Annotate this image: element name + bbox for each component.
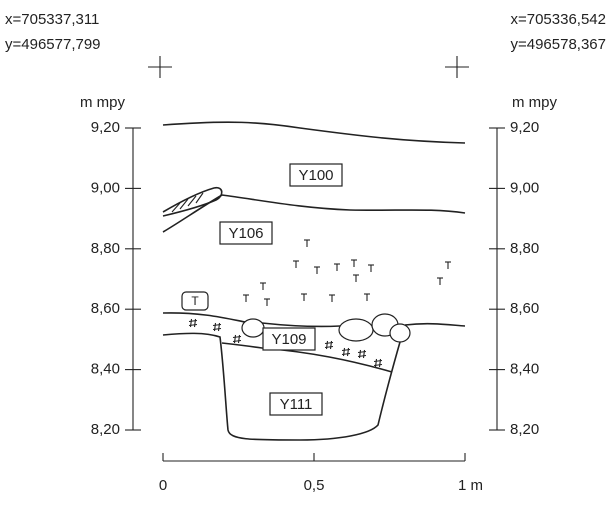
layer-box (219, 221, 273, 245)
pit-outline (162, 332, 401, 441)
layer-label: Y100 (298, 167, 333, 184)
tick-label: 8,80 (510, 240, 539, 257)
layer-line (162, 194, 466, 233)
layer-label: Y106 (228, 225, 263, 242)
tick-label: 8,20 (91, 421, 120, 438)
tick-label: 8,40 (510, 361, 539, 378)
right-unit: m mpy (512, 94, 558, 111)
tick-label: 8,40 (91, 361, 120, 378)
scale-bar (162, 453, 466, 462)
symbol-box (181, 291, 209, 311)
tick-label: 9,20 (91, 119, 120, 136)
layer-box (262, 327, 316, 351)
coord-left-x: x=705337,311 (5, 11, 99, 28)
tee-symbols (242, 239, 452, 307)
layer-box (289, 163, 343, 187)
scale-label: 1 m (458, 477, 483, 494)
tick-label: 8,60 (510, 300, 539, 317)
layer-label: Y111 (280, 396, 313, 413)
tick-label: 8,20 (510, 421, 539, 438)
layer-line (162, 312, 466, 328)
tick-label: 9,00 (91, 179, 120, 196)
surface-line (162, 121, 466, 144)
cross-left (148, 56, 172, 78)
coord-right-y: y=496578,367 (510, 36, 606, 53)
coord-right-x: x=705336,542 (510, 11, 606, 28)
left-unit: m mpy (80, 94, 126, 111)
layer-label: Y109 (271, 331, 306, 348)
cross-right (445, 56, 469, 78)
coord-left-y: y=496577,799 (5, 36, 101, 53)
tick-label: 8,80 (91, 240, 120, 257)
layer-box (269, 392, 323, 416)
tick-label: 8,60 (91, 300, 120, 317)
symbol-label: T (191, 294, 199, 308)
scale-label: 0 (159, 477, 167, 494)
tick-label: 9,20 (510, 119, 539, 136)
wood-hatch (171, 192, 204, 213)
wood-remains (162, 186, 223, 217)
tick-label: 9,00 (510, 179, 539, 196)
scale-label: 0,5 (304, 477, 325, 494)
